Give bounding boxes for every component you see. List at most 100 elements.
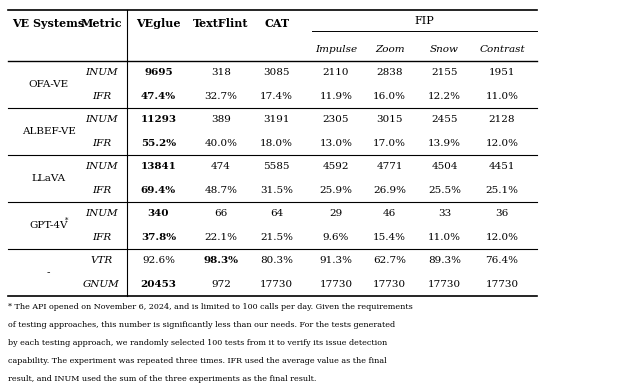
Text: 9.6%: 9.6% xyxy=(323,233,349,242)
Text: 5585: 5585 xyxy=(263,162,290,171)
Text: 25.1%: 25.1% xyxy=(486,186,518,195)
Text: 92.6%: 92.6% xyxy=(142,256,175,265)
Text: FIP: FIP xyxy=(415,16,435,26)
Text: of testing approaches, this number is significantly less than our needs. For the: of testing approaches, this number is si… xyxy=(8,321,396,329)
Text: 33: 33 xyxy=(438,209,451,218)
Text: OFA-VE: OFA-VE xyxy=(29,80,68,89)
Text: 66: 66 xyxy=(214,209,228,218)
Text: 32.7%: 32.7% xyxy=(205,92,237,100)
Text: 318: 318 xyxy=(211,68,231,77)
Text: VE Systems: VE Systems xyxy=(12,18,84,29)
Text: 18.0%: 18.0% xyxy=(260,139,293,148)
Text: 76.4%: 76.4% xyxy=(486,256,518,265)
Text: 11.0%: 11.0% xyxy=(486,92,518,100)
Text: 89.3%: 89.3% xyxy=(428,256,461,265)
Text: 17730: 17730 xyxy=(428,280,461,289)
Text: VEglue: VEglue xyxy=(136,18,180,29)
Text: *: * xyxy=(65,217,68,225)
Text: INUM: INUM xyxy=(85,209,118,218)
Text: 2155: 2155 xyxy=(431,68,458,77)
Text: 20453: 20453 xyxy=(141,280,177,289)
Text: 4451: 4451 xyxy=(489,162,515,171)
Text: 12.2%: 12.2% xyxy=(428,92,461,100)
Text: CAT: CAT xyxy=(264,18,289,29)
Text: IFR: IFR xyxy=(92,233,111,242)
Text: 9695: 9695 xyxy=(144,68,173,77)
Text: 2838: 2838 xyxy=(376,68,403,77)
Text: 21.5%: 21.5% xyxy=(260,233,293,242)
Text: 80.3%: 80.3% xyxy=(260,256,293,265)
Text: 40.0%: 40.0% xyxy=(205,139,237,148)
Text: INUM: INUM xyxy=(85,162,118,171)
Text: 25.9%: 25.9% xyxy=(319,186,353,195)
Text: LLaVA: LLaVA xyxy=(31,174,66,183)
Text: 3085: 3085 xyxy=(263,68,290,77)
Text: IFR: IFR xyxy=(92,139,111,148)
Text: 17730: 17730 xyxy=(373,280,406,289)
Text: IFR: IFR xyxy=(92,92,111,100)
Text: 2128: 2128 xyxy=(489,115,515,124)
Text: 22.1%: 22.1% xyxy=(205,233,237,242)
Text: capability. The experiment was repeated three times. IFR used the average value : capability. The experiment was repeated … xyxy=(8,357,387,365)
Text: 1951: 1951 xyxy=(489,68,515,77)
Text: 389: 389 xyxy=(211,115,231,124)
Text: 4771: 4771 xyxy=(376,162,403,171)
Text: 31.5%: 31.5% xyxy=(260,186,293,195)
Text: 17730: 17730 xyxy=(260,280,293,289)
Text: INUM: INUM xyxy=(85,115,118,124)
Text: 2455: 2455 xyxy=(431,115,458,124)
Text: -: - xyxy=(47,268,51,277)
Text: 25.5%: 25.5% xyxy=(428,186,461,195)
Text: 2305: 2305 xyxy=(323,115,349,124)
Text: Zoom: Zoom xyxy=(375,45,404,54)
Text: 13.9%: 13.9% xyxy=(428,139,461,148)
Text: Contrast: Contrast xyxy=(479,45,525,54)
Text: IFR: IFR xyxy=(92,186,111,195)
Text: INUM: INUM xyxy=(85,68,118,77)
Text: 2110: 2110 xyxy=(323,68,349,77)
Text: 11.0%: 11.0% xyxy=(428,233,461,242)
Text: GNUM: GNUM xyxy=(83,280,120,289)
Text: 12.0%: 12.0% xyxy=(486,233,518,242)
Text: 17730: 17730 xyxy=(486,280,518,289)
Text: 55.2%: 55.2% xyxy=(141,139,176,148)
Text: 64: 64 xyxy=(270,209,283,218)
Text: TextFlint: TextFlint xyxy=(193,18,249,29)
Text: 98.3%: 98.3% xyxy=(204,256,239,265)
Text: Snow: Snow xyxy=(430,45,459,54)
Text: 91.3%: 91.3% xyxy=(319,256,353,265)
Text: 12.0%: 12.0% xyxy=(486,139,518,148)
Text: 48.7%: 48.7% xyxy=(205,186,237,195)
Text: 15.4%: 15.4% xyxy=(373,233,406,242)
Text: 46: 46 xyxy=(383,209,396,218)
Text: Metric: Metric xyxy=(81,18,122,29)
Text: 13.0%: 13.0% xyxy=(319,139,353,148)
Text: 11293: 11293 xyxy=(140,115,177,124)
Text: 36: 36 xyxy=(495,209,509,218)
Text: 29: 29 xyxy=(330,209,342,218)
Text: 26.9%: 26.9% xyxy=(373,186,406,195)
Text: 3191: 3191 xyxy=(263,115,290,124)
Text: 16.0%: 16.0% xyxy=(373,92,406,100)
Text: 62.7%: 62.7% xyxy=(373,256,406,265)
Text: 17730: 17730 xyxy=(319,280,353,289)
Text: 17.4%: 17.4% xyxy=(260,92,293,100)
Text: 17.0%: 17.0% xyxy=(373,139,406,148)
Text: 11.9%: 11.9% xyxy=(319,92,353,100)
Text: 69.4%: 69.4% xyxy=(141,186,176,195)
Text: * The API opened on November 6, 2024, and is limited to 100 calls per day. Given: * The API opened on November 6, 2024, an… xyxy=(8,303,413,311)
Text: 474: 474 xyxy=(211,162,231,171)
Text: 4504: 4504 xyxy=(431,162,458,171)
Text: 37.8%: 37.8% xyxy=(141,233,176,242)
Text: 3015: 3015 xyxy=(376,115,403,124)
Text: VTR: VTR xyxy=(90,256,113,265)
Text: by each testing approach, we randomly selected 100 tests from it to verify its i: by each testing approach, we randomly se… xyxy=(8,339,388,347)
Text: 47.4%: 47.4% xyxy=(141,92,176,100)
Text: 972: 972 xyxy=(211,280,231,289)
Text: 13841: 13841 xyxy=(141,162,177,171)
Text: GPT-4V: GPT-4V xyxy=(29,221,68,230)
Text: Impulse: Impulse xyxy=(315,45,357,54)
Text: 340: 340 xyxy=(148,209,169,218)
Text: 4592: 4592 xyxy=(323,162,349,171)
Text: result, and INUM used the sum of the three experiments as the final result.: result, and INUM used the sum of the thr… xyxy=(8,375,317,383)
